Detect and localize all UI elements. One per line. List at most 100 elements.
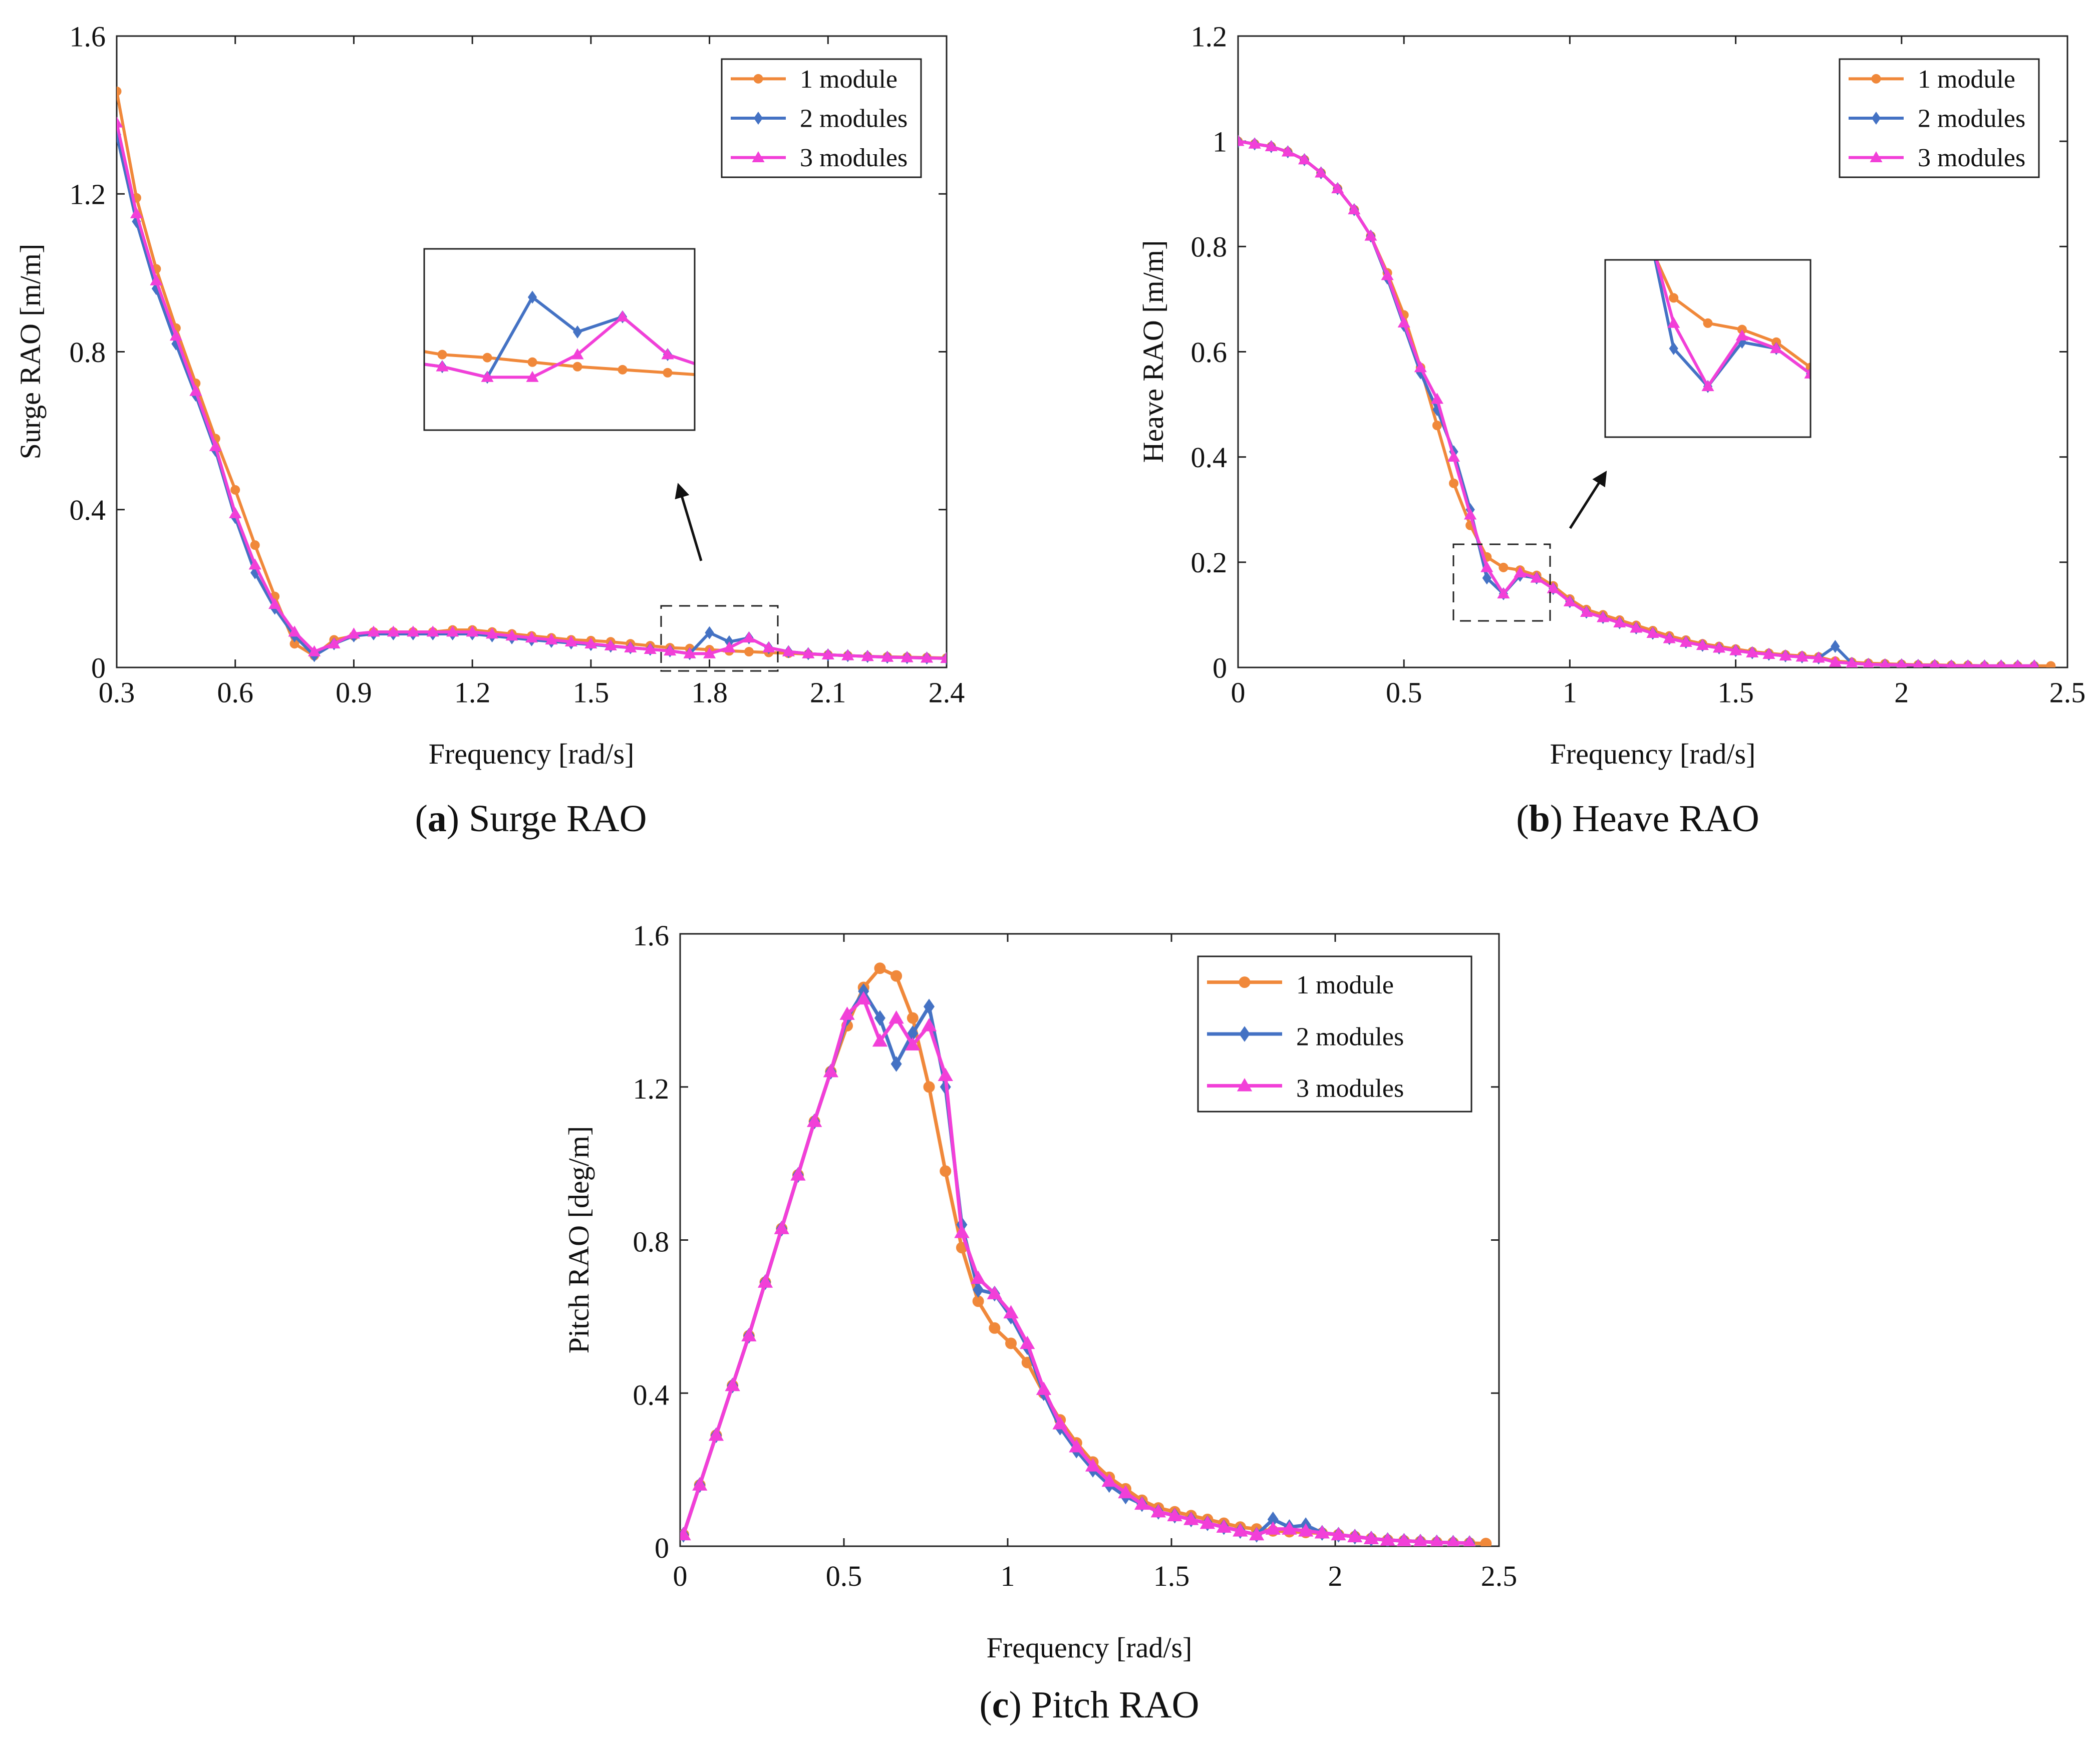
panel-a-inset-series-1-point — [303, 327, 312, 336]
panel-a-caption-letter: a — [428, 798, 447, 840]
panel-a-x-tick-label: 1.2 — [454, 676, 491, 709]
panel-a-inset-series-3-point — [526, 371, 539, 382]
panel-c-series-1-point — [1480, 1538, 1492, 1546]
panel-b-y-tick-label: 0.2 — [1191, 546, 1228, 579]
panel-c-series-3-point — [1069, 1439, 1084, 1453]
panel-c-x-tick-label: 0 — [673, 1560, 688, 1592]
panel-b-inset-series-2-point — [1875, 425, 1883, 437]
panel-a-inset — [77, 290, 1034, 398]
panel-b-series-3-point — [1963, 659, 1973, 667]
panel-a-inset-series-2-point — [122, 318, 131, 330]
pitch-rao-panel: 0 0.5 1 1.5 2 2.5 0 0.4 0.8 1.2 1.6 Frequency [rad/… — [562, 919, 1517, 1726]
panel-a-inset-series-1-point — [843, 381, 852, 390]
panel-c-series-3-point — [938, 1068, 953, 1082]
panel-c-caption-open: ( — [979, 1684, 992, 1726]
panel-a-inset-series-1-point — [393, 342, 402, 352]
panel-b-inset-series-3 — [1599, 52, 2056, 498]
panel-a-y-tick-label: 0 — [91, 651, 106, 684]
panel-a-legend: 1 module 2 modules 3 modules — [721, 58, 922, 178]
panel-a-series-3-point — [117, 116, 123, 128]
panel-b-inset-series-3-point — [1907, 438, 1919, 448]
panel-a-legend-marker-3 — [752, 151, 765, 162]
panel-b-series-3-point — [1397, 316, 1410, 327]
panel-c-series-3-point — [1265, 1521, 1281, 1535]
panel-b-series-3-point — [1663, 632, 1676, 643]
panel-a-series-3-point — [130, 207, 143, 218]
panel-a-inset-series-2-point — [934, 385, 942, 397]
panel-a-inset-series-3-point — [616, 310, 629, 322]
panel-b-y-tick-label: 1 — [1213, 125, 1227, 158]
panel-b-series-3-point — [1729, 644, 1742, 655]
panel-b-inset-series-3-point — [2010, 476, 2021, 486]
panel-b-inset-series-3-point — [2044, 488, 2056, 498]
panel-b-inset-series-3-point — [1634, 191, 1645, 201]
panel-a-series-3-point — [881, 650, 894, 662]
panel-c-series-3-point — [1183, 1512, 1199, 1525]
panel-a-inset-series-3-point — [481, 371, 494, 382]
panel-b-zoom-arrow — [1569, 470, 1607, 529]
panel-b-series-3-point — [1480, 561, 1493, 572]
panel-b-series-2-point — [1482, 571, 1491, 585]
panel-b-inset-series-2-point — [2046, 488, 2054, 500]
panel-b-inset-series-3-point — [1735, 329, 1748, 340]
panel-b-series-3-point — [1514, 566, 1527, 578]
panel-c-series-3-point — [921, 1018, 937, 1031]
panel-c-y-tick-label: 1.6 — [633, 919, 670, 952]
panel-c-series-3-point — [1282, 1521, 1297, 1535]
panel-b-y-axis-title: Heave RAO [m/m] — [1137, 240, 1169, 463]
panel-b-legend: 1 module 2 modules 3 modules — [1839, 58, 2040, 178]
panel-a-series-1-point — [744, 646, 754, 656]
panel-a-inset-series-1-point — [77, 297, 86, 306]
panel-a-inset-series-2-point — [393, 355, 401, 367]
panel-c-series-3-point — [790, 1167, 806, 1181]
panel-a-inset-series-2-point — [348, 348, 356, 361]
panel-b-legend-marker-1 — [1871, 74, 1881, 84]
panel-c-caption-close: ) — [1009, 1684, 1031, 1726]
panel-a-inset-frame — [423, 248, 696, 431]
panel-b-inset-series-2-point — [2080, 497, 2088, 509]
panel-a-inset-series-1-point — [122, 305, 131, 314]
panel-b-inset-series-1-point — [2011, 471, 2020, 480]
panel-c-series-3-point — [954, 1224, 970, 1238]
panel-a-inset-border — [423, 248, 696, 431]
panel-a-inset-series-2-point — [212, 330, 221, 342]
panel-a-series-3-point — [209, 440, 222, 451]
panel-c-y-tick-label: 0 — [655, 1532, 669, 1564]
panel-a-inset-series-1-point — [482, 353, 492, 363]
panel-a-series-3-point — [901, 651, 914, 662]
panel-a-series-3-point — [802, 647, 815, 658]
panel-b-inset-series-3-point — [1770, 342, 1783, 354]
panel-b-series-1-point — [1432, 421, 1442, 431]
panel-a-legend-marker-2 — [753, 111, 763, 125]
panel-c-series-3-point — [708, 1428, 724, 1441]
panel-c-series-2-point — [973, 1282, 984, 1298]
panel-c-series-3-point — [1446, 1535, 1460, 1546]
panel-b-series-3-point — [1913, 659, 1923, 667]
panel-c-series-3-point — [1396, 1533, 1412, 1546]
panel-b-inset-series-3-point — [1976, 463, 1987, 473]
panel-a-series-3-point — [150, 274, 163, 285]
panel-b-caption-close: ) — [1550, 798, 1572, 840]
panel-b-zoom-region — [1452, 543, 1551, 622]
panel-c-series-3-point — [1463, 1535, 1476, 1546]
panel-c-series-1-point — [940, 1165, 952, 1177]
panel-a-inset-series-1-point — [798, 377, 807, 386]
panel-a-inset-series-2-point — [303, 342, 311, 355]
panel-b-inset-series-3-point — [1599, 52, 1611, 62]
panel-a-legend-label-3: 3 modules — [800, 144, 908, 172]
panel-c-series-3-point — [1150, 1504, 1166, 1518]
panel-b-series-3-point — [1630, 621, 1643, 633]
panel-c-y-axis-title: Pitch RAO [deg/m] — [562, 1126, 595, 1353]
panel-a-inset-series-1 — [77, 297, 852, 390]
panel-c-series-3-point — [692, 1477, 708, 1491]
panel-a-inset-series-3-point — [1022, 388, 1034, 398]
panel-c-series-3-point — [1249, 1527, 1265, 1541]
panel-c-y-tick-label: 0.8 — [633, 1226, 670, 1258]
panel-c-series-3-point — [1233, 1523, 1248, 1537]
panel-c-x-tick-label: 1.5 — [1153, 1560, 1190, 1592]
panel-b-inset-series-2-point — [1909, 437, 1917, 449]
panel-b-inset-series-2-point — [1635, 178, 1644, 190]
panel-a-inset-series-3-point — [571, 348, 584, 360]
panel-c-series-3 — [680, 991, 1476, 1546]
